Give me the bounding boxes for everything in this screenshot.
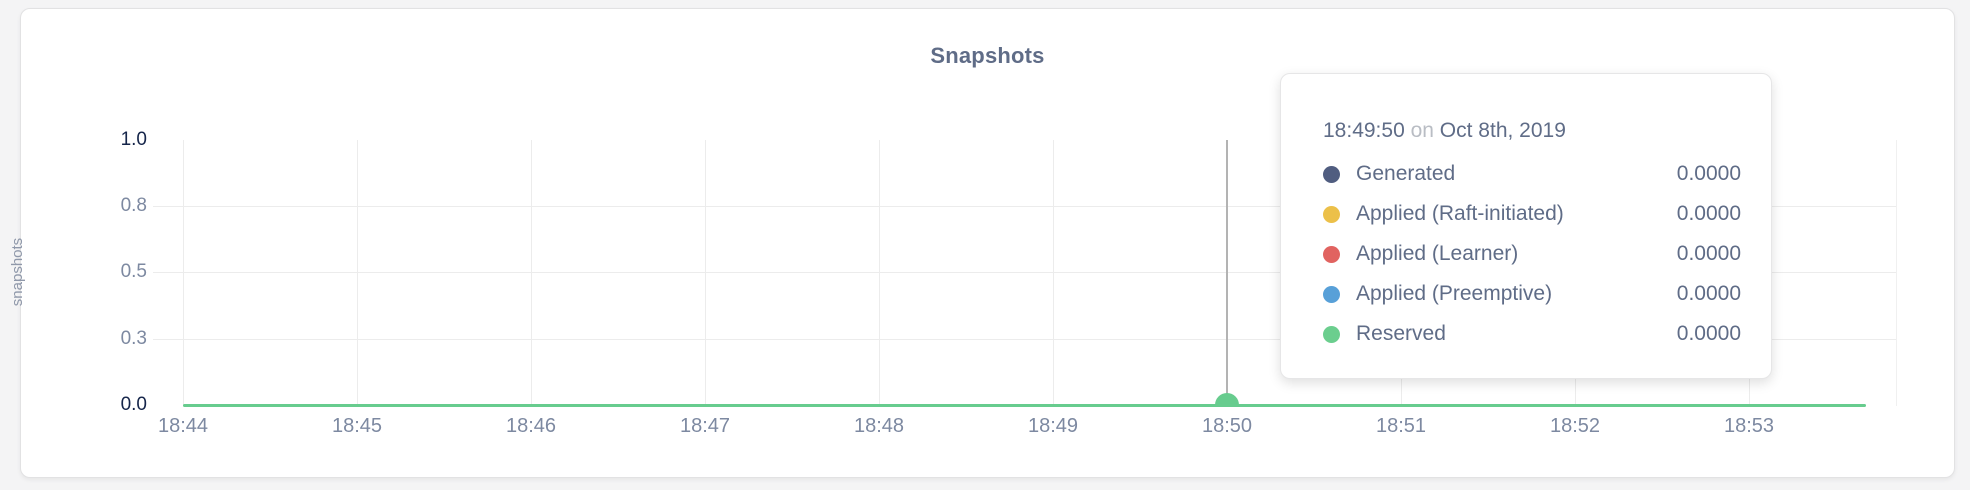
series-name: Applied (Preemptive) bbox=[1356, 282, 1553, 305]
series-value: 0.0000 bbox=[1676, 242, 1741, 265]
chart-title: Snapshots bbox=[930, 43, 1045, 68]
gridline-horizontal bbox=[153, 272, 1896, 273]
series-value: 0.0000 bbox=[1676, 162, 1741, 185]
x-tick-label: 18:46 bbox=[505, 415, 557, 437]
x-tick-label: 18:48 bbox=[853, 415, 905, 437]
x-tick-label: 18:51 bbox=[1375, 415, 1427, 437]
y-tick-label: 0.5 bbox=[120, 261, 147, 282]
tooltip-series-row: Reserved 0.0000 bbox=[1281, 314, 1771, 354]
gridline-vertical bbox=[1053, 140, 1054, 406]
x-tick-label: 18:47 bbox=[679, 415, 731, 437]
x-tick-label: 18:53 bbox=[1723, 415, 1775, 437]
gridline-horizontal bbox=[153, 206, 1896, 207]
series-dot-icon bbox=[1323, 165, 1340, 183]
tooltip-series-row: Applied (Raft-initiated) 0.0000 bbox=[1281, 194, 1771, 234]
hover-crosshair-line bbox=[1226, 140, 1228, 406]
tooltip-series-list: Generated 0.0000 Applied (Raft-initiated… bbox=[1281, 154, 1771, 354]
series-name: Reserved bbox=[1356, 322, 1446, 345]
gridline-vertical bbox=[705, 140, 706, 406]
x-tick-label: 18:50 bbox=[1201, 415, 1253, 437]
x-tick-label: 18:45 bbox=[331, 415, 383, 437]
tooltip-series-row: Applied (Learner) 0.0000 bbox=[1281, 234, 1771, 274]
gridline-vertical bbox=[357, 140, 358, 406]
series-dot-icon bbox=[1323, 285, 1340, 303]
series-name: Applied (Learner) bbox=[1356, 242, 1519, 265]
chart-tooltip: 18:49:50 on Oct 8th, 2019 Generated 0.00… bbox=[1280, 73, 1772, 379]
gridline-horizontal bbox=[153, 339, 1896, 340]
x-tick-label: 18:49 bbox=[1027, 415, 1079, 437]
gridline-vertical bbox=[1896, 140, 1897, 406]
tooltip-series-row: Generated 0.0000 bbox=[1281, 154, 1771, 194]
series-value: 0.0000 bbox=[1676, 322, 1741, 345]
series-value: 0.0000 bbox=[1676, 282, 1741, 305]
tooltip-series-row: Applied (Preemptive) 0.0000 bbox=[1281, 274, 1771, 314]
tooltip-connector: on bbox=[1410, 119, 1440, 142]
series-value: 0.0000 bbox=[1676, 202, 1741, 225]
gridline-vertical bbox=[879, 140, 880, 406]
series-name: Generated bbox=[1356, 162, 1456, 185]
tooltip-time: 18:49:50 bbox=[1323, 119, 1405, 142]
series-name: Applied (Raft-initiated) bbox=[1356, 202, 1564, 225]
gridline-vertical bbox=[183, 140, 184, 406]
gridline-vertical bbox=[531, 140, 532, 406]
tooltip-date: Oct 8th, 2019 bbox=[1439, 119, 1566, 142]
y-axis-label: snapshots bbox=[9, 237, 26, 307]
series-dot-icon bbox=[1323, 325, 1340, 343]
series-dot-icon bbox=[1323, 245, 1340, 263]
x-tick-label: 18:52 bbox=[1549, 415, 1601, 437]
x-tick-label: 18:44 bbox=[157, 415, 209, 437]
y-tick-label: 0.0 bbox=[120, 394, 147, 415]
y-tick-label: 0.3 bbox=[120, 328, 147, 349]
tooltip-header: 18:49:50 on Oct 8th, 2019 bbox=[1323, 118, 1741, 144]
series-line-reserved bbox=[183, 404, 1866, 407]
series-dot-icon bbox=[1323, 205, 1340, 223]
y-tick-label: 1.0 bbox=[120, 129, 147, 150]
y-tick-label: 0.8 bbox=[120, 195, 147, 216]
